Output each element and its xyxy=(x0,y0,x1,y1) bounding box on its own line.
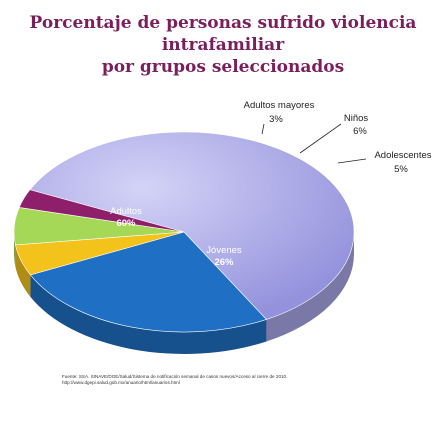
chart-title-line-2: por grupos seleccionados xyxy=(101,57,345,77)
leader-line-adultos-mayores xyxy=(261,123,265,135)
chart-title-line-1: Porcentaje de personas sufrido violencia… xyxy=(29,13,417,55)
slice-value-adolescentes: 5% xyxy=(394,164,408,175)
slice-label-ninos: Niños xyxy=(344,113,369,124)
pie-side-adolescentes xyxy=(15,244,31,297)
source-line-1: Fuente: SSA. SINAVE/DGE/Salud/Sistema de… xyxy=(62,374,288,379)
slice-value-jovenes: 26% xyxy=(214,257,234,268)
slice-label-adolescentes: Adolescentes xyxy=(374,150,431,161)
pie-slice-jovenes xyxy=(29,231,267,333)
slice-label-adultos-mayores: Adultos mayores xyxy=(244,100,315,111)
leader-line-ninos xyxy=(299,123,342,154)
pie-side-adultos xyxy=(266,232,354,342)
source-line-2: http://www.dgepi.salud.gob.mx/anuario/ht… xyxy=(62,380,180,385)
slice-value-ninos: 6% xyxy=(353,126,367,137)
pie-slice-adultos-mayores xyxy=(18,189,185,233)
slice-value-adultos: 60% xyxy=(116,218,136,229)
chart-title: Porcentaje de personas sufrido violencia… xyxy=(0,12,446,78)
leader-line-adolescentes xyxy=(337,158,367,164)
pie-side-jovenes xyxy=(30,274,267,354)
slice-label-jovenes: Jóvenes xyxy=(206,245,242,256)
slice-value-adultos-mayores: 3% xyxy=(269,114,283,125)
slice-label-adultos: Adultos xyxy=(110,206,142,217)
source-note: Fuente: SSA. SINAVE/DGE/Salud/Sistema de… xyxy=(62,374,432,386)
pie-slice-adultos xyxy=(29,131,355,320)
